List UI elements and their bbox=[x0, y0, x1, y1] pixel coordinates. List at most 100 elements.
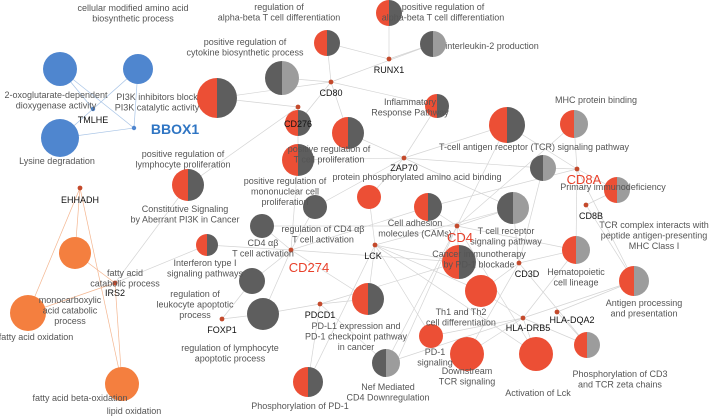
label-reg-leukocyte-apop: regulation of leukocyte apoptotic process bbox=[156, 289, 234, 320]
term-node-right-half bbox=[389, 0, 402, 26]
label-runx1: RUNX1 bbox=[374, 65, 405, 75]
term-node-fill bbox=[450, 337, 484, 371]
label-downstream-tcr: Downstream TCR signaling bbox=[439, 366, 496, 387]
term-node-reg-lymph-apop[interactable] bbox=[247, 298, 279, 330]
term-node-tcr-signaling-pathway[interactable] bbox=[489, 107, 525, 143]
term-node-fatty-acid-beta[interactable] bbox=[105, 367, 139, 401]
term-node-pos-reg-t-prolif[interactable] bbox=[332, 117, 364, 149]
term-node-th1-th2[interactable] bbox=[465, 275, 497, 307]
gene-dot-runx1[interactable] bbox=[386, 56, 392, 62]
term-node-pos-reg-lymph-prolif[interactable] bbox=[282, 144, 314, 176]
term-node-phos-pd1[interactable] bbox=[293, 367, 323, 397]
term-node-pos-reg-cytokine[interactable] bbox=[265, 61, 299, 95]
gene-dot-bbox1[interactable] bbox=[131, 125, 137, 131]
term-node-ifn1[interactable] bbox=[196, 234, 218, 256]
label-hematopoietic: Hematopoietic cell lineage bbox=[547, 267, 605, 288]
term-node-pos-reg-mono-prolif[interactable] bbox=[303, 195, 327, 219]
edge-antigen_processing-cd8a bbox=[576, 168, 635, 282]
label-cams: Cell adhesion molecules (CAMs) bbox=[378, 218, 452, 239]
term-node-left-half bbox=[574, 332, 587, 358]
term-node-primary-immuno[interactable] bbox=[530, 155, 556, 181]
term-node-left-half bbox=[197, 78, 217, 118]
term-node-right-half bbox=[576, 236, 590, 264]
label-lysine-degradation: Lysine degradation bbox=[19, 156, 95, 166]
term-node-tcr-complex[interactable] bbox=[604, 177, 630, 203]
term-node-cams[interactable] bbox=[414, 193, 442, 221]
term-node-pd1-signaling[interactable] bbox=[372, 349, 400, 377]
gene-dot-tmlhe[interactable] bbox=[90, 106, 96, 112]
gene-dot-foxp1[interactable] bbox=[219, 316, 225, 322]
term-node-fill bbox=[465, 275, 497, 307]
label-fatty-acid-beta: fatty acid beta-oxidation bbox=[32, 393, 127, 403]
term-node-th1-node2[interactable] bbox=[450, 337, 484, 371]
edge-tcr_signaling_pathway-zap70 bbox=[403, 124, 508, 159]
label-tcr-signaling-pathway: T-cell antigen receptor (TCR) signaling … bbox=[439, 142, 630, 152]
term-node-left-half bbox=[489, 107, 507, 143]
term-node-downstream-tcr[interactable] bbox=[419, 324, 443, 348]
term-node-inflammatory[interactable] bbox=[425, 94, 449, 118]
gene-dot-cd80[interactable] bbox=[328, 79, 334, 85]
gene-dot-cd4[interactable] bbox=[454, 223, 460, 229]
gene-dot-cd8b[interactable] bbox=[583, 202, 589, 208]
gene-dot-irs2[interactable] bbox=[112, 280, 118, 286]
edge-cancer_immuno-cd274 bbox=[290, 249, 460, 263]
term-node-right-half bbox=[308, 367, 323, 397]
term-node-antigen-processing[interactable] bbox=[619, 266, 649, 296]
label-lipid-oxidation: lipid oxidation bbox=[107, 406, 162, 416]
gene-dot-cd276[interactable] bbox=[295, 104, 301, 110]
label-cd3d: CD3D bbox=[515, 269, 540, 279]
term-node-reg-abt-diff[interactable] bbox=[314, 30, 340, 56]
gene-dot-hla-drb5[interactable] bbox=[520, 315, 526, 321]
term-node-pos-reg-abt-diff[interactable] bbox=[376, 0, 402, 26]
term-node-right-half bbox=[587, 332, 600, 358]
term-node-cellular-modified-aa[interactable] bbox=[43, 52, 77, 86]
term-node-tcr-receptor-signaling[interactable] bbox=[497, 192, 529, 224]
term-node-phos-cd3-zeta[interactable] bbox=[574, 332, 600, 358]
term-node-fatty-acid-catabolic[interactable] bbox=[59, 237, 91, 269]
term-node-pos-reg-cytokine-r[interactable] bbox=[197, 78, 237, 118]
term-node-activation-lck[interactable] bbox=[519, 337, 553, 371]
edge-ifn1-irs2 bbox=[114, 244, 208, 284]
term-node-left-half bbox=[196, 234, 207, 256]
term-node-hematopoietic[interactable] bbox=[562, 236, 590, 264]
term-node-mhc-binding[interactable] bbox=[560, 110, 588, 138]
label-cd8b: CD8B bbox=[579, 211, 603, 221]
term-node-fill bbox=[247, 298, 279, 330]
label-tcr-complex: TCR complex interacts with peptide antige… bbox=[599, 220, 709, 251]
label-nef-cd4: Nef Mediated CD4 Downregulation bbox=[346, 382, 429, 403]
term-node-left-half bbox=[376, 0, 389, 26]
edge-phos_cd3_zeta-cd3d bbox=[518, 262, 588, 346]
edge-cams-cd274 bbox=[290, 206, 429, 251]
term-node-constitutive-pi3k[interactable] bbox=[172, 169, 204, 201]
gene-dot-hla-dqa2[interactable] bbox=[554, 309, 560, 315]
term-node-monocarboxylic[interactable] bbox=[10, 295, 46, 331]
label-activation-lck: Activation of Lck bbox=[505, 388, 571, 398]
term-node-reg-leukocyte-apop[interactable] bbox=[239, 268, 265, 294]
gene-dot-ehhadh[interactable] bbox=[77, 185, 83, 191]
term-node-cd4-t-activation[interactable] bbox=[250, 214, 274, 238]
term-node-il2[interactable] bbox=[420, 31, 446, 57]
term-node-cancer-immuno[interactable] bbox=[442, 245, 476, 279]
term-node-pdl1-node[interactable] bbox=[352, 283, 384, 315]
term-node-right-half bbox=[574, 110, 588, 138]
gene-dot-cd8a[interactable] bbox=[574, 166, 580, 172]
term-node-protein-phos-aa[interactable] bbox=[357, 185, 381, 209]
gene-dot-pdcd1[interactable] bbox=[317, 301, 323, 307]
term-node-reg-cd80-node[interactable] bbox=[285, 110, 311, 136]
term-node-right-half bbox=[282, 61, 299, 95]
term-node-fill bbox=[419, 324, 443, 348]
gene-dot-cd274[interactable] bbox=[288, 247, 294, 253]
label-phos-pd1: Phosphorylation of PD-1 bbox=[251, 401, 349, 411]
term-node-right-half bbox=[507, 107, 525, 143]
gene-dot-lck[interactable] bbox=[372, 242, 378, 248]
network-nodes bbox=[10, 0, 649, 401]
label-mhc-binding: MHC protein binding bbox=[555, 95, 637, 105]
edge-monocarboxylic-ehhadh bbox=[27, 187, 81, 314]
term-node-oxoglutarate[interactable] bbox=[123, 54, 153, 84]
term-node-right-half bbox=[188, 169, 204, 201]
gene-dot-zap70[interactable] bbox=[401, 155, 407, 161]
gene-dot-cd3d[interactable] bbox=[516, 260, 522, 266]
term-node-fill bbox=[10, 295, 46, 331]
term-node-lysine-degradation[interactable] bbox=[41, 119, 79, 157]
